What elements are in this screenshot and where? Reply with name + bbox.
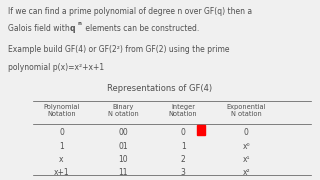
Text: 0: 0	[59, 128, 64, 137]
Text: Representations of GF(4): Representations of GF(4)	[107, 84, 212, 93]
Text: x¹: x¹	[243, 155, 250, 164]
Text: polynomial p(x)=x²+x+1: polynomial p(x)=x²+x+1	[8, 63, 104, 72]
Text: x²: x²	[243, 168, 250, 177]
Text: 10: 10	[118, 155, 128, 164]
Text: Exponential
N otation: Exponential N otation	[227, 104, 266, 117]
Text: Integer
Notation: Integer Notation	[169, 104, 197, 117]
Text: 2: 2	[181, 155, 186, 164]
Text: x: x	[59, 155, 64, 164]
Text: 1: 1	[181, 141, 186, 150]
Text: 0: 0	[181, 128, 186, 137]
Text: elements can be constructed.: elements can be constructed.	[83, 24, 199, 33]
Text: Polynomial
Notation: Polynomial Notation	[43, 104, 80, 117]
Text: n: n	[78, 21, 82, 26]
Text: If we can find a prime polynomial of degree n over GF(q) then a: If we can find a prime polynomial of deg…	[8, 7, 252, 16]
Text: x+1: x+1	[54, 168, 69, 177]
Text: 1: 1	[59, 141, 64, 150]
Text: 3: 3	[181, 168, 186, 177]
Bar	[197, 125, 205, 134]
Text: 0: 0	[244, 128, 249, 137]
Text: Example build GF(4) or GF(2²) from GF(2) using the prime: Example build GF(4) or GF(2²) from GF(2)…	[8, 45, 229, 54]
Text: q: q	[69, 24, 75, 33]
Text: Binary
N otation: Binary N otation	[108, 104, 139, 117]
Text: 11: 11	[118, 168, 128, 177]
Text: 00: 00	[118, 128, 128, 137]
Text: 01: 01	[118, 141, 128, 150]
Text: x⁰: x⁰	[243, 141, 250, 150]
Text: Galois field with: Galois field with	[8, 24, 72, 33]
